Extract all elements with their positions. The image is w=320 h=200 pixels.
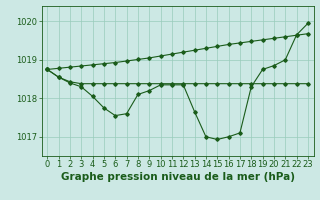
X-axis label: Graphe pression niveau de la mer (hPa): Graphe pression niveau de la mer (hPa) [60, 172, 295, 182]
